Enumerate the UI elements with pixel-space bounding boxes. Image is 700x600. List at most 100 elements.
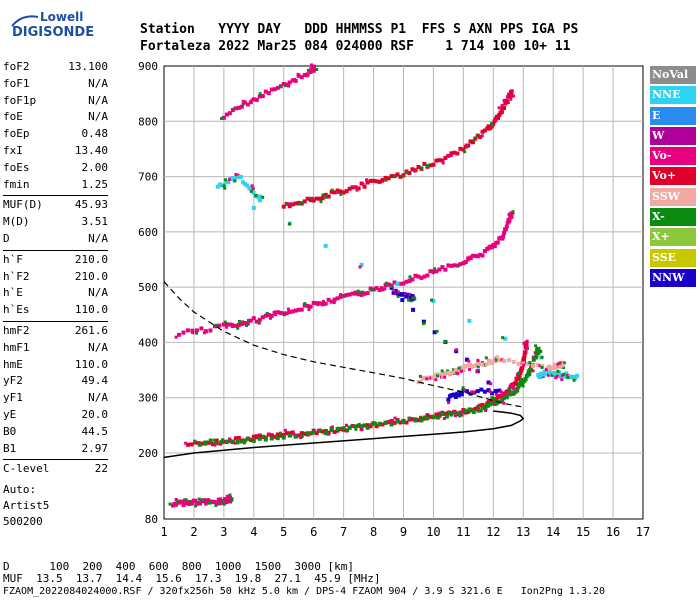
echo-point <box>251 434 256 439</box>
y-tick-label: 900 <box>138 60 158 73</box>
echo-point <box>545 369 550 374</box>
echo-point <box>257 436 262 441</box>
echo-point <box>457 369 462 374</box>
echo-point <box>219 499 223 503</box>
y-tick-label: 300 <box>138 392 158 405</box>
echo-point <box>222 184 226 188</box>
echo-point <box>227 438 232 443</box>
echo-point <box>236 441 240 445</box>
echo-point <box>377 287 382 292</box>
echo-point <box>410 277 415 282</box>
echo-point <box>512 387 516 391</box>
echo-point <box>287 433 292 438</box>
echo-point <box>272 311 276 315</box>
echo-point <box>444 414 449 419</box>
echo-point <box>400 292 405 297</box>
echo-point <box>285 203 289 207</box>
param-value: 44.5 <box>81 424 109 438</box>
echo-point <box>365 178 369 182</box>
echo-point <box>431 162 436 167</box>
echo-point <box>506 389 511 394</box>
echo-point <box>435 415 439 419</box>
echo-point <box>413 169 417 173</box>
echo-point <box>510 385 514 389</box>
echo-point <box>362 291 367 296</box>
echo-point <box>497 106 501 110</box>
echo-point <box>233 106 237 110</box>
echo-point <box>480 253 485 258</box>
profile-curves <box>163 281 525 459</box>
echo-point <box>184 441 188 445</box>
echo-point <box>356 289 360 293</box>
axis-ticks: 1 2 3 4 5 6 7 8 9 10 11 12 13 14 15 16 17802003004005006… <box>138 60 650 539</box>
echo-point <box>518 380 523 385</box>
echo-point <box>393 174 397 178</box>
echo-point <box>301 201 305 205</box>
echo-point <box>234 173 238 177</box>
echo-point <box>562 374 567 379</box>
echo-point <box>305 72 310 77</box>
echo-point <box>551 366 556 371</box>
echo-point <box>449 154 453 158</box>
echo-point <box>311 66 316 71</box>
echo-point <box>377 179 382 184</box>
echo-point <box>359 424 364 429</box>
echo-point <box>431 414 436 419</box>
param-value: N/A <box>88 76 108 90</box>
echo-point <box>197 501 202 506</box>
legend-item: NNW <box>650 268 696 287</box>
echo-point <box>513 380 518 385</box>
echo-point <box>282 433 286 437</box>
echo-point <box>562 373 566 377</box>
echo-point <box>490 401 495 406</box>
echo-point <box>464 389 469 394</box>
echo-point <box>241 99 245 103</box>
echo-point <box>465 363 470 368</box>
x-tick-label: 8 <box>370 525 377 539</box>
echo-point <box>305 303 310 308</box>
echo-point <box>335 296 340 301</box>
echo-point <box>194 331 198 335</box>
echo-point <box>368 178 373 183</box>
echo-point <box>466 409 471 414</box>
echo-point <box>492 244 497 249</box>
x-tick-label: 12 <box>486 525 500 539</box>
echo-point <box>323 301 328 306</box>
echo-point <box>473 253 478 258</box>
echo-point <box>374 424 379 429</box>
echo-point <box>480 134 484 138</box>
echo-point <box>502 105 507 110</box>
param-row: foEp 0.48 <box>3 127 108 144</box>
echo-point <box>268 316 272 320</box>
param-row: MUF(D) 45.93 <box>3 198 108 215</box>
echo-point <box>293 434 298 439</box>
echo-point <box>299 307 304 312</box>
echo-point <box>359 262 364 267</box>
echo-point <box>260 315 265 320</box>
echo-point <box>396 294 400 298</box>
echo-point <box>527 372 532 377</box>
echo-point <box>174 497 178 501</box>
echo-point <box>484 408 488 412</box>
echo-point <box>223 186 227 190</box>
echo-point <box>469 257 473 261</box>
echo-point <box>463 364 468 369</box>
echo-point <box>350 185 355 190</box>
echo-point <box>458 146 463 151</box>
echo-point <box>383 175 388 180</box>
echo-point <box>230 499 234 503</box>
echo-point <box>435 374 439 378</box>
x-tick-label: 13 <box>516 525 530 539</box>
echo-point <box>296 73 301 78</box>
param-value: N/A <box>88 391 108 405</box>
echo-point <box>211 442 216 447</box>
param-row: yE 20.0 <box>3 408 108 425</box>
echo-point <box>461 386 465 390</box>
echo-point <box>204 502 208 506</box>
echo-point <box>516 377 521 382</box>
echo-point <box>193 439 197 443</box>
param-separator <box>3 459 108 461</box>
y-tick-label: 600 <box>138 226 158 239</box>
echo-point <box>347 425 352 430</box>
echo-point <box>425 416 430 421</box>
